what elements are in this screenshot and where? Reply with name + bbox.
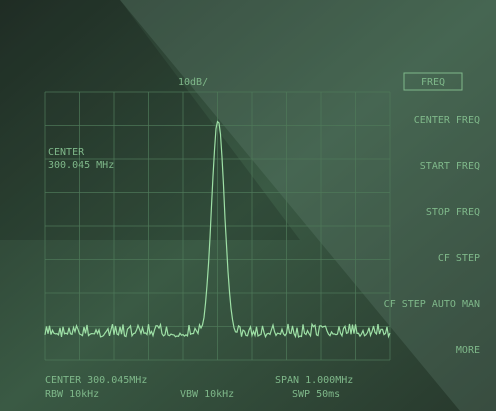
softkeys: CENTER FREQ START FREQ STOP FREQ CF STEP CF …: [384, 115, 480, 356]
softkey-label: MORE: [456, 345, 480, 356]
footer-rbw: RBW 10kHz: [45, 389, 99, 400]
menu-title: FREQ: [421, 77, 445, 88]
footer-span: SPAN 1.000MHz: [275, 375, 353, 386]
scale-label: 10dB/: [178, 77, 208, 88]
footer-vbw: VBW 10kHz: [180, 389, 234, 400]
menu-title-box: [403, 72, 463, 91]
softkey-label: CF STEP AUTO MAN: [384, 299, 480, 310]
marker-value: 300.045 MHz: [48, 160, 114, 171]
marker-label: CENTER: [48, 147, 85, 158]
softkey-label: CENTER FREQ: [414, 115, 480, 126]
glare: [120, 0, 496, 411]
softkey-label: STOP FREQ: [426, 207, 480, 218]
graticule: [44, 91, 391, 361]
softkey-label: CF STEP: [438, 253, 480, 264]
footer-swp: SWP 50ms: [292, 389, 340, 400]
softkey-label: START FREQ: [420, 161, 480, 172]
shade: [0, 0, 300, 240]
spectrum-trace: [44, 120, 391, 339]
footer-center: CENTER 300.045MHz: [45, 375, 147, 386]
